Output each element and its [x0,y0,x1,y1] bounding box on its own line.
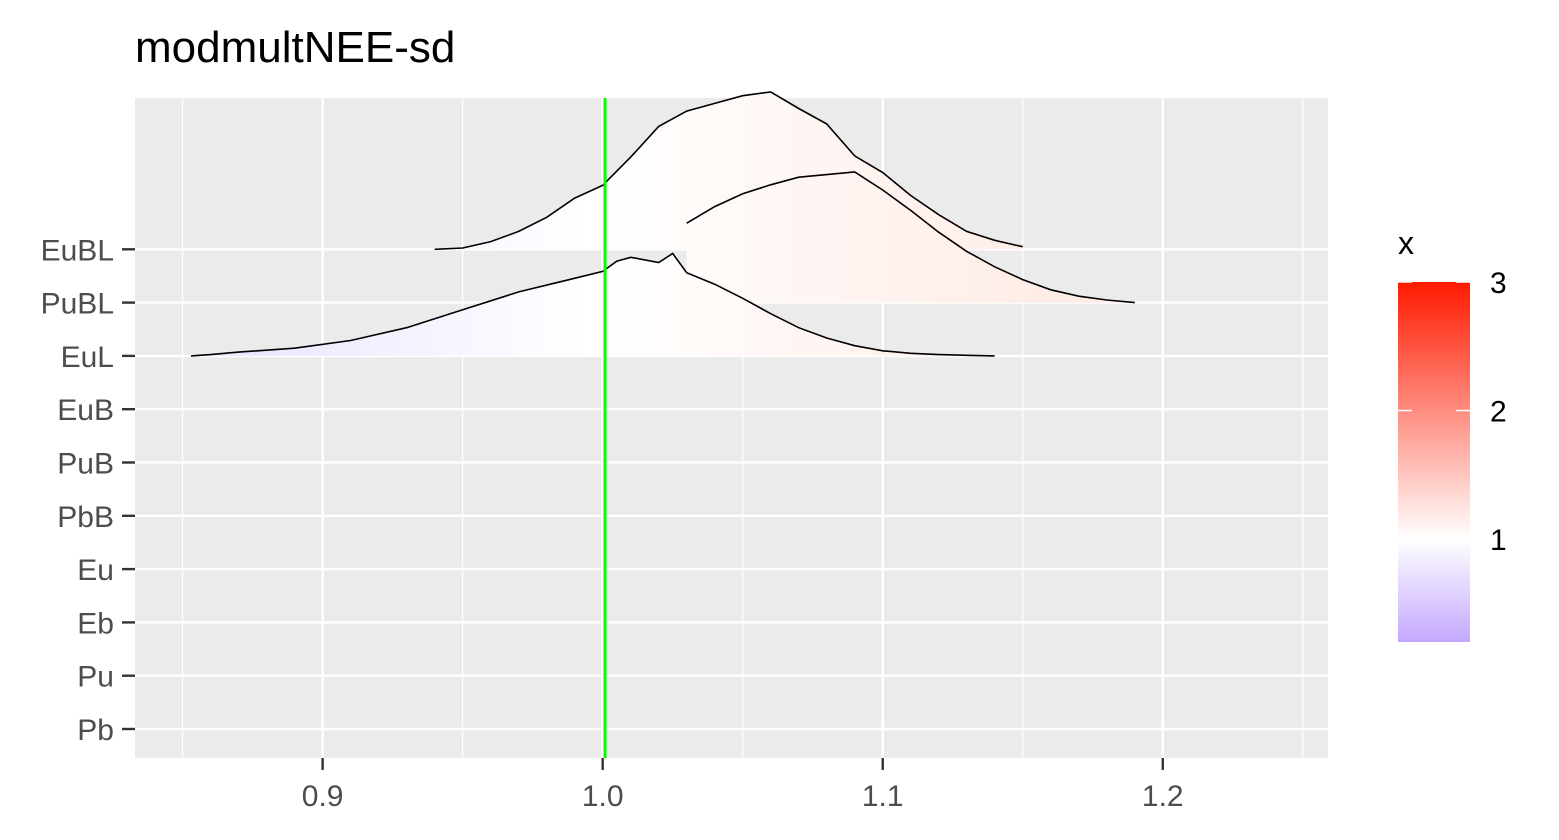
y-axis: Pb Pu Eb Eu PbB PuB EuB EuL PuBL EuBL [41,234,135,747]
legend-label: 1 [1490,524,1507,557]
ridge-line-eul [190,252,995,357]
y-tick-label: PbB [57,501,114,534]
legend-label: 3 [1490,267,1507,300]
y-tick-label: Pu [77,661,114,694]
y-tick-label: Pb [77,714,114,747]
x-tick-label: 0.9 [302,780,344,813]
legend-label: 2 [1490,396,1507,429]
x-tick-label: 1.0 [582,780,624,813]
legend-title: x [1398,225,1414,261]
legend-colorbar [1398,282,1470,642]
ridges [190,91,1135,357]
x-tick-label: 1.2 [1142,780,1184,813]
x-tick-label: 1.1 [862,780,904,813]
y-tick-label: PuB [57,448,114,481]
ridge-fill-eul [191,253,995,356]
chart-title: modmultNEE-sd [135,23,455,72]
y-tick-label: Eb [77,607,114,640]
y-tick-label: EuL [61,341,114,374]
y-tick-label: Eu [77,554,114,587]
ridge-line-publ [686,171,1135,304]
y-tick-label: EuBL [41,234,114,267]
ridge-fill-publ [686,172,1135,303]
y-tick-label: PuBL [41,288,114,321]
x-axis: 0.9 1.0 1.1 1.2 [302,758,1184,813]
y-tick-label: EuB [57,394,114,427]
legend: x 3 2 1 [1398,225,1507,642]
ridge-line-eubl [434,91,1023,251]
legend-ticks: 3 2 1 [1398,267,1507,557]
